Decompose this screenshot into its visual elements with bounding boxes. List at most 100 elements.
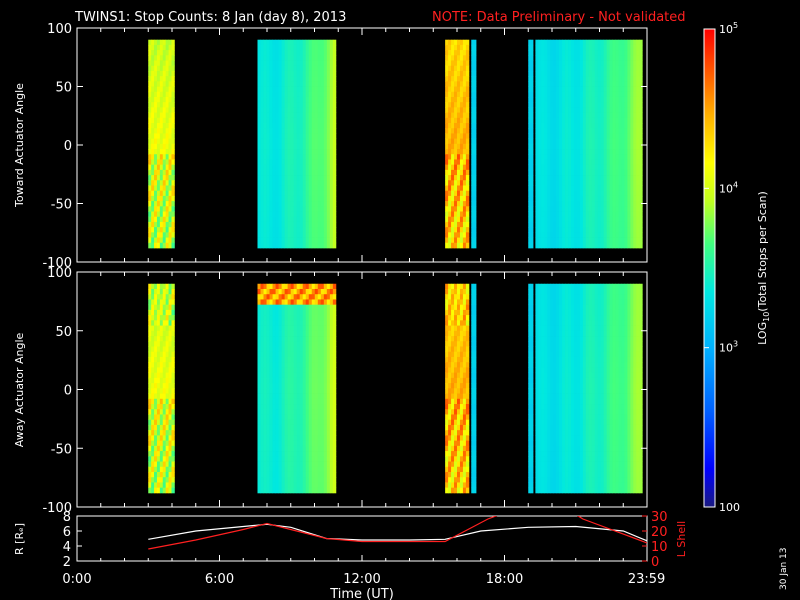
heatmap-cell	[308, 367, 313, 374]
heatmap-cell	[156, 159, 161, 166]
heatmap-cell	[329, 393, 334, 400]
heatmap-cell	[597, 55, 602, 61]
heatmap-cell	[156, 409, 161, 415]
heatmap-cell	[284, 70, 289, 77]
heatmap-cell	[171, 123, 175, 129]
heatmap-cell	[275, 424, 279, 431]
heatmap-cell	[168, 388, 172, 394]
heatmap-cell	[603, 107, 608, 113]
heatmap-cell	[290, 409, 295, 415]
heatmap-cell	[299, 227, 304, 233]
heatmap-cell	[538, 149, 542, 155]
heatmap-cell	[594, 86, 599, 93]
heatmap-cell	[263, 372, 267, 379]
heatmap-cell	[162, 96, 167, 103]
heatmap-cell	[293, 336, 298, 342]
heatmap-cell	[465, 154, 470, 160]
heatmap-cell	[162, 138, 167, 145]
heatmap-cell	[571, 175, 575, 181]
heatmap-cell	[329, 164, 334, 171]
heatmap-cell	[308, 107, 313, 113]
heatmap-cell	[302, 456, 307, 462]
heatmap-cell	[559, 133, 563, 140]
heatmap-cell	[290, 346, 295, 353]
heatmap-cell	[535, 169, 539, 176]
heatmap-cell	[162, 288, 167, 295]
heatmap-cell	[633, 154, 637, 160]
heatmap-cell	[168, 133, 172, 140]
heatmap-cell	[275, 96, 279, 103]
heatmap-cell	[159, 81, 164, 87]
heatmap-cell	[151, 195, 155, 202]
heatmap-cell	[296, 133, 301, 140]
heatmap-cell	[148, 65, 152, 72]
heatmap-cell	[320, 180, 325, 186]
heatmap-cell	[151, 102, 155, 108]
heatmap-cell	[454, 445, 458, 452]
heatmap-cell	[302, 149, 307, 155]
heatmap-cell	[615, 86, 619, 93]
heatmap-cell	[260, 175, 264, 181]
heatmap-cell	[624, 65, 628, 72]
heatmap-cell	[465, 55, 470, 61]
heatmap-cell	[302, 39, 307, 46]
heatmap-cell	[556, 154, 560, 160]
heatmap-cell	[317, 123, 322, 129]
heatmap-cell	[165, 304, 169, 311]
heatmap-cell	[266, 185, 270, 192]
heatmap-cell	[445, 341, 449, 347]
heatmap-cell	[308, 404, 313, 410]
heatmap-cell	[544, 76, 548, 82]
heatmap-cell	[290, 430, 295, 436]
heatmap-cell	[323, 372, 328, 379]
heatmap-cell	[269, 123, 273, 129]
heatmap-cell	[326, 325, 331, 332]
heatmap-cell	[451, 201, 455, 207]
heatmap-cell	[278, 299, 283, 306]
heatmap-cell	[154, 477, 158, 483]
heatmap-cell	[636, 221, 640, 228]
heatmap-cell	[633, 44, 637, 51]
heatmap-cell	[284, 346, 289, 353]
heatmap-cell	[317, 227, 322, 233]
heatmap-cell	[457, 159, 461, 166]
heatmap-cell	[627, 185, 631, 192]
heatmap-cell	[609, 201, 613, 207]
heatmap-cell	[148, 356, 152, 363]
heatmap-cell	[568, 180, 572, 186]
heatmap-cell	[445, 456, 449, 462]
heatmap-cell	[299, 195, 304, 202]
heatmap-cell	[459, 180, 464, 186]
heatmap-cell	[281, 383, 286, 389]
heatmap-cell	[621, 123, 625, 129]
heatmap-cell	[448, 288, 452, 295]
heatmap-cell	[573, 201, 578, 207]
heatmap-cell	[317, 154, 322, 160]
heatmap-cell	[471, 149, 475, 155]
heatmap-cell	[445, 164, 449, 171]
heatmap-cell	[556, 216, 560, 223]
heatmap-cell	[257, 346, 261, 353]
heatmap-cell	[627, 91, 631, 98]
heatmap-cell	[281, 180, 286, 186]
heatmap-cell	[576, 242, 581, 249]
heatmap-cell	[600, 206, 605, 212]
heatmap-cell	[290, 356, 295, 363]
heatmap-cell	[148, 294, 152, 300]
heatmap-cell	[606, 180, 610, 186]
heatmap-cell	[168, 180, 172, 186]
heatmap-cell	[550, 133, 554, 140]
heatmap-cell	[281, 128, 286, 134]
heatmap-cell	[154, 336, 158, 342]
heatmap-cell	[594, 180, 599, 186]
heatmap-cell	[269, 398, 273, 405]
heatmap-cell	[151, 398, 155, 405]
heatmap-cell	[305, 294, 310, 300]
heatmap-cell	[530, 190, 534, 197]
heatmap-cell	[585, 60, 590, 67]
heatmap-cell	[284, 325, 289, 332]
heatmap-cell	[162, 185, 167, 192]
heatmap-cell	[314, 201, 319, 207]
heatmap-cell	[148, 487, 152, 494]
heatmap-cell	[260, 123, 264, 129]
